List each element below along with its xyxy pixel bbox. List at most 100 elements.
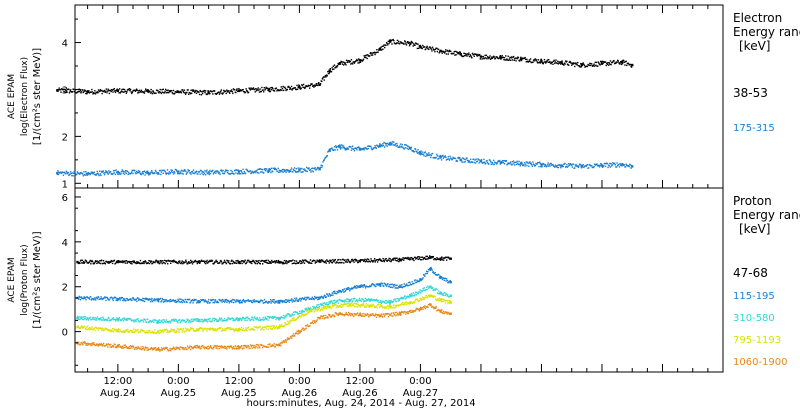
legend-title-line: Proton — [733, 194, 772, 208]
data-point — [267, 88, 271, 91]
data-point — [338, 62, 341, 65]
data-point — [399, 312, 402, 315]
legend-entry: 47-68 — [733, 266, 768, 280]
data-point — [409, 294, 412, 297]
data-point — [520, 162, 523, 165]
data-point — [197, 319, 200, 322]
y-tick-label: 0 — [62, 328, 68, 339]
data-point — [520, 57, 523, 61]
data-point — [631, 63, 634, 67]
legend-entry: 1060-1900 — [733, 357, 788, 368]
x-tick-time: 0:00 — [167, 376, 189, 387]
plot-frames — [74, 4, 724, 373]
y-axis-label-line: ACE EPAM — [7, 74, 17, 119]
y-tick-label: 4 — [62, 238, 68, 249]
data-point — [378, 48, 382, 51]
data-point — [429, 267, 432, 270]
series-points — [76, 285, 452, 324]
data-point — [419, 278, 422, 282]
data-point — [388, 305, 392, 309]
data-point — [419, 151, 422, 155]
legend-entry: 115-195 — [733, 291, 775, 302]
data-point — [620, 61, 624, 64]
plot-frame-proton — [74, 187, 724, 373]
axis-ticks: 1234024612:00Aug.240:00Aug.2512:00Aug.25… — [62, 5, 724, 399]
y-tick-label: 6 — [62, 193, 68, 204]
data-point — [620, 163, 624, 166]
legend-entry: 310-580 — [733, 313, 775, 324]
x-tick-date: Aug.26 — [282, 388, 317, 399]
data-point — [237, 170, 241, 173]
legend-entry: 175-315 — [733, 123, 775, 134]
x-tick-time: 12:00 — [224, 376, 253, 387]
data-point — [56, 171, 59, 175]
data-point — [600, 62, 604, 65]
data-point — [378, 144, 382, 147]
axis-labels: ACE EPAM log(Electron Flux) [1/(cm²s ster … — [7, 48, 476, 409]
y-axis-label-line: [1/(cm²s ster MeV)] — [32, 231, 43, 328]
y-tick-label: 2 — [62, 283, 68, 294]
data-point — [116, 329, 120, 332]
data-point — [388, 142, 392, 145]
y-axis-label-line: log(Electron Flux) — [20, 57, 30, 136]
series-points — [76, 294, 452, 335]
data-point — [449, 281, 452, 284]
data-point — [499, 161, 503, 164]
y-axis-label-line: ACE EPAM — [7, 257, 17, 302]
x-tick-time: 0:00 — [288, 376, 310, 387]
x-tick-date: Aug.27 — [403, 388, 438, 399]
data-point — [56, 89, 59, 92]
legend-title-line: Energy range — [733, 208, 800, 222]
data-point — [449, 301, 452, 304]
data-point — [399, 258, 402, 262]
data-point — [278, 325, 281, 329]
legend-entry: 795-1193 — [733, 335, 781, 346]
data-point — [580, 63, 584, 67]
x-tick-time: 12:00 — [103, 376, 132, 387]
plot-frame-electron — [74, 4, 724, 189]
series-points — [76, 266, 452, 304]
legend-title-line: [keV] — [739, 39, 770, 53]
data-point — [540, 60, 543, 63]
x-tick-date: Aug.25 — [161, 388, 196, 399]
x-tick-time: 12:00 — [346, 376, 375, 387]
series-points — [56, 141, 634, 177]
data-point — [338, 145, 341, 148]
legend-title-line: Electron — [733, 11, 782, 25]
legend-entry: 38-53 — [733, 86, 768, 100]
x-axis-label: hours:minutes, Aug. 24, 2014 - Aug. 27, … — [246, 398, 475, 409]
data-point — [157, 298, 160, 302]
data-point — [388, 40, 392, 43]
data-point — [237, 346, 241, 349]
data-point — [439, 156, 442, 159]
series-points — [56, 38, 634, 96]
x-tick-time: 0:00 — [409, 376, 431, 387]
data-point — [358, 148, 362, 151]
x-tick-date: Aug.26 — [342, 388, 377, 399]
data-points — [56, 38, 634, 352]
data-point — [328, 69, 331, 72]
y-tick-label: 3 — [62, 85, 68, 96]
y-axis-label-line: [1/(cm²s ster MeV)] — [32, 48, 43, 145]
y-axis-label-line: log(Proton Flux) — [20, 244, 30, 315]
data-point — [207, 91, 210, 94]
series-points — [76, 255, 452, 265]
data-point — [560, 61, 563, 64]
data-point — [631, 165, 634, 168]
y-tick-label: 1 — [62, 179, 68, 190]
x-tick-date: Aug.24 — [100, 388, 135, 399]
legend-title-line: Energy range — [733, 25, 800, 39]
data-point — [177, 170, 180, 173]
data-point — [116, 344, 120, 348]
data-point — [267, 169, 271, 172]
y-tick-label: 4 — [62, 39, 68, 50]
x-tick-date: Aug.25 — [221, 388, 256, 399]
legend-title-line: [keV] — [739, 222, 770, 236]
y-tick-label: 2 — [62, 132, 68, 143]
data-point — [278, 300, 281, 303]
data-point — [298, 85, 301, 89]
data-point — [580, 165, 584, 168]
data-point — [146, 90, 150, 93]
